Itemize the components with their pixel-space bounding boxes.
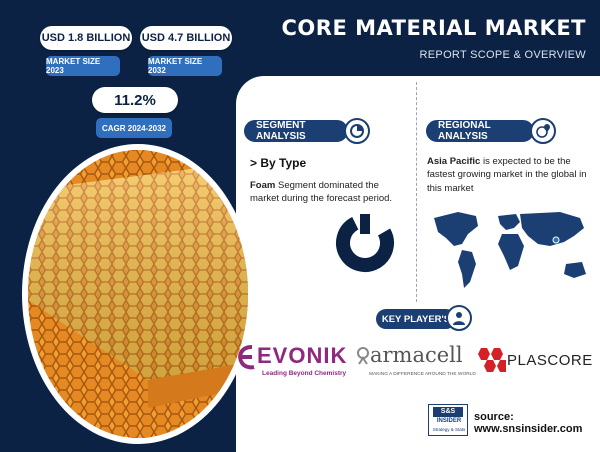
section-divider [416,82,417,302]
source-citation: source: www.snsinsider.com [474,411,583,435]
sns-logo-tagline: Strategy & Stats [432,427,466,432]
honeycomb-core-image [22,144,254,444]
market-size-2023-label: MARKET SIZE 2023 [46,56,120,76]
globe-pin-icon [530,118,556,144]
cagr-value: 11.2% [92,87,178,113]
segment-highlight: Foam [250,180,276,191]
plascore-logo: PLASCORE [507,352,593,369]
segment-analysis-heading: SEGMENT ANALYSIS [244,120,348,142]
market-size-2023-value: USD 1.8 BILLION [40,26,132,50]
evonik-tagline: Leading Beyond Chemistry [262,370,347,377]
market-size-2032-value: USD 4.7 BILLION [140,26,232,50]
sns-logo-word: INSIDER [436,418,462,424]
person-icon [446,305,472,331]
regional-highlight: Asia Pacific [427,156,481,167]
pie-chart-icon [344,118,370,144]
armacell-logo: armacell [370,343,463,367]
cagr-label: CAGR 2024-2032 [96,118,172,138]
regional-analysis-heading: REGIONAL ANALYSIS [426,120,534,142]
page-title: CORE MATERIAL MARKET [281,16,586,40]
evonik-logo-mark [238,345,255,370]
page-subtitle: REPORT SCOPE & OVERVIEW [419,49,586,61]
key-players-heading: KEY PLAYER'S [376,309,456,329]
market-size-2032-label: MARKET SIZE 2032 [148,56,222,76]
regional-description-rest: is expected to be the fastest growing ma… [427,156,587,194]
honeycomb-illustration [28,150,248,438]
world-map [434,212,586,288]
segment-donut-graphic [336,214,394,272]
sns-logo-letters: S&S [433,407,463,417]
segment-description: Foam Segment dominated the market during… [250,180,410,206]
segment-by-type: > By Type [250,156,307,170]
sns-insider-logo: S&S INSIDER Strategy & Stats [428,404,468,436]
evonik-logo: EVONIK [257,343,348,368]
segment-description-rest: Segment dominated the market during the … [250,180,393,204]
armacell-logo-mark [357,347,369,365]
regional-description: Asia Pacific is expected to be the faste… [427,155,595,195]
plascore-logo-mark [478,348,506,372]
armacell-tagline: MAKING A DIFFERENCE AROUND THE WORLD [369,372,476,377]
